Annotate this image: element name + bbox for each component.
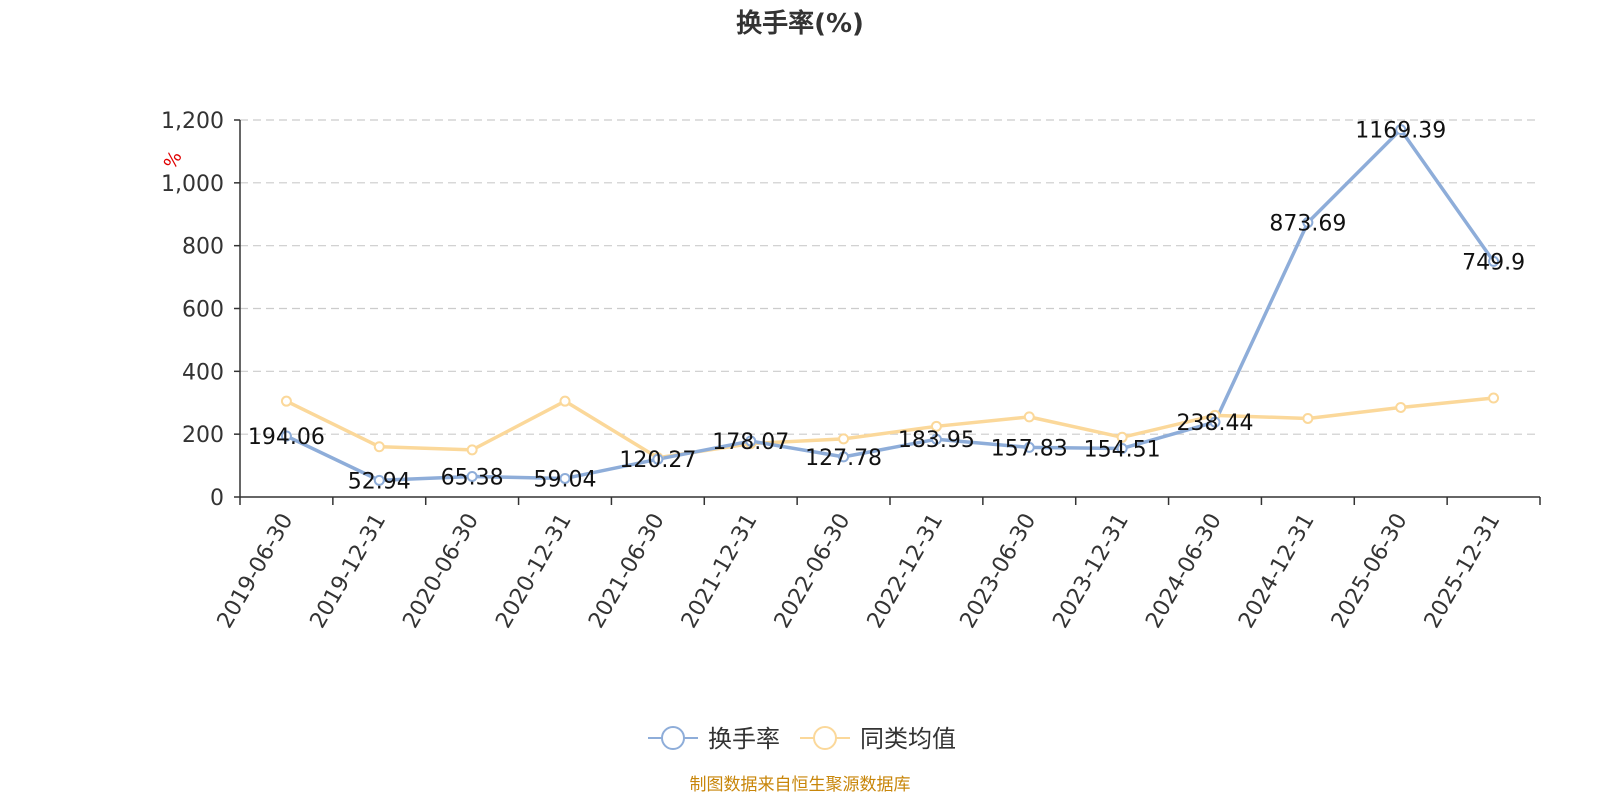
x-tick-label: 2019-06-30 [213, 509, 299, 632]
series-line-0 [284, 127, 1496, 483]
y-tick-label: 200 [182, 423, 224, 448]
series-point-0 [930, 433, 942, 445]
x-tick-label: 2021-06-30 [584, 509, 670, 632]
x-tick-label: 2023-06-30 [956, 509, 1042, 632]
data-label: 749.9 [1462, 250, 1525, 275]
data-label: 127.78 [805, 446, 882, 471]
grid-lines [240, 119, 1540, 435]
legend-swatch-marker [813, 726, 837, 750]
series-point-0 [373, 474, 385, 486]
x-tick-label: 2025-06-30 [1327, 509, 1413, 632]
data-label: 194.06 [248, 425, 325, 450]
series-point-0 [466, 470, 478, 482]
series-point-1 [1488, 392, 1500, 404]
series-point-0 [1209, 416, 1221, 428]
y-axis-unit: % [160, 148, 187, 173]
series-point-1 [373, 441, 385, 453]
x-tick-label: 2024-06-30 [1141, 509, 1227, 632]
series-point-0 [1023, 441, 1035, 453]
data-label: 238.44 [1177, 411, 1254, 436]
y-tick-label: 800 [182, 235, 224, 260]
x-tick-label: 2023-12-31 [1048, 509, 1134, 632]
x-tick-label: 2024-12-31 [1234, 509, 1320, 632]
series-point-1 [1116, 431, 1128, 443]
series-layer [280, 124, 1500, 486]
legend-swatch-marker [661, 726, 685, 750]
y-tick-label: 1,200 [161, 109, 224, 134]
x-tick-label: 2020-06-30 [398, 509, 484, 632]
series-point-0 [559, 472, 571, 484]
series-point-1 [280, 395, 292, 407]
x-tick-label: 2021-12-31 [677, 509, 763, 632]
x-axis-ticks: 2019-06-30 2019-12-31 2020-06-30 2020-12-31… [213, 497, 1541, 633]
legend-label: 换手率 [708, 725, 780, 753]
x-tick-label: 2022-06-30 [770, 509, 856, 632]
x-tick-label: 2025-12-31 [1420, 509, 1506, 632]
series-point-0 [745, 435, 757, 447]
series-point-1 [1395, 401, 1407, 413]
data-source-note: 制图数据来自恒生聚源数据库 [690, 775, 911, 795]
x-tick-label: 2019-12-31 [306, 509, 392, 632]
data-label: 178.07 [712, 430, 789, 455]
series-point-0 [1395, 124, 1407, 136]
series-point-1 [466, 444, 478, 456]
data-label: 183.95 [898, 428, 975, 453]
y-axis-ticks: 0 200 400 600 800 1,000 1,200 [161, 109, 240, 511]
series-point-1 [1302, 412, 1314, 424]
y-tick-label: 600 [182, 298, 224, 323]
data-label: 59.04 [534, 467, 597, 492]
x-tick-label: 2020-12-31 [491, 509, 577, 632]
series-point-0 [652, 453, 664, 465]
y-tick-label: 400 [182, 360, 224, 385]
series-point-1 [930, 420, 942, 432]
y-tick-label: 1,000 [161, 172, 224, 197]
data-label: 873.69 [1269, 212, 1346, 237]
legend-label: 同类均值 [860, 725, 956, 753]
y-tick-label: 0 [210, 486, 224, 511]
data-label: 1169.39 [1355, 119, 1446, 144]
data-label: 154.51 [1084, 437, 1161, 462]
data-label: 120.27 [619, 448, 696, 473]
series-point-1 [1023, 411, 1035, 423]
legend[interactable]: 换手率 同类均值 [648, 725, 956, 753]
data-labels: 194.06 52.94 65.38 59.04 120.27 178.07 127.78 1… [248, 119, 1525, 495]
x-tick-label: 2022-12-31 [863, 509, 949, 632]
series-point-1 [559, 395, 571, 407]
series-point-0 [1116, 442, 1128, 454]
series-line-1 [284, 396, 1496, 460]
data-label: 52.94 [348, 469, 411, 494]
series-point-0 [838, 451, 850, 463]
series-point-0 [1302, 217, 1314, 229]
data-label: 65.38 [441, 465, 504, 490]
series-point-0 [1488, 255, 1500, 267]
series-point-0 [280, 430, 292, 442]
series-point-1 [838, 433, 850, 445]
data-label: 157.83 [991, 436, 1068, 461]
chart-title: 换手率(%) [736, 8, 864, 39]
